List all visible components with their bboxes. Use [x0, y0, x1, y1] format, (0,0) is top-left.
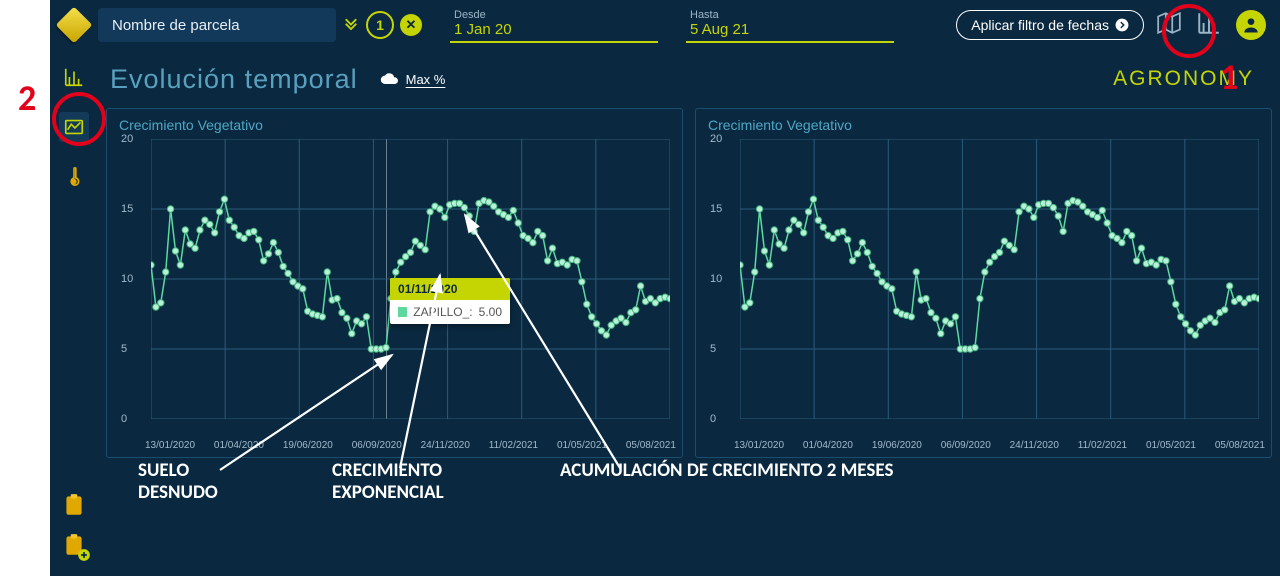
date-from-value: 1 Jan 20: [454, 21, 654, 38]
cloud-icon: [380, 72, 400, 86]
chart-area-left[interactable]: 01/11/2020 ZAPILLO_: 5.00 05101520: [151, 139, 670, 419]
chart-panel-left: Crecimiento Vegetativo 01/11/2020 ZAPILL…: [106, 108, 683, 458]
chart-view-icon[interactable]: [1196, 10, 1222, 41]
chart-area-right[interactable]: 05101520: [740, 139, 1259, 419]
parcel-placeholder: Nombre de parcela: [112, 17, 240, 34]
app-logo[interactable]: [50, 0, 98, 50]
tooltip-series: ZAPILLO_:: [413, 305, 472, 319]
cloud-label: Max %: [406, 72, 446, 87]
apply-label: Aplicar filtro de fechas: [971, 17, 1109, 33]
parcel-selector[interactable]: Nombre de parcela: [98, 8, 336, 42]
page-title: Evolución temporal: [110, 64, 358, 95]
brand-label: AGRONOMY: [1113, 67, 1254, 91]
expand-chevrons-icon[interactable]: [342, 14, 360, 37]
topbar: Nombre de parcela 1 ✕ Desde 1 Jan 20 Has…: [50, 0, 1280, 50]
sidebar-item-thermometer[interactable]: [59, 162, 89, 192]
chart-tooltip: 01/11/2020 ZAPILLO_: 5.00: [390, 278, 510, 324]
tooltip-swatch-icon: [398, 307, 407, 317]
content-area: Evolución temporal Max % AGRONOMY Crecim…: [98, 50, 1280, 576]
parcel-count-badge: 1: [366, 11, 394, 39]
date-from-field[interactable]: Desde 1 Jan 20: [450, 7, 658, 43]
user-avatar-icon[interactable]: [1236, 10, 1266, 40]
x-axis-labels-right: 13/01/202001/04/202019/06/202006/09/2020…: [734, 440, 1265, 451]
sidebar-item-timeline[interactable]: [59, 112, 89, 142]
date-from-label: Desde: [454, 9, 654, 21]
chart-title-right: Crecimiento Vegetativo: [708, 117, 1265, 133]
map-view-icon[interactable]: [1156, 10, 1182, 41]
apply-date-filter-button[interactable]: Aplicar filtro de fechas: [956, 10, 1144, 40]
sidebar-item-stats[interactable]: [59, 62, 89, 92]
x-axis-labels-left: 13/01/202001/04/202019/06/202006/09/2020…: [145, 440, 676, 451]
cloud-filter-toggle[interactable]: Max %: [380, 72, 446, 87]
chart-title-left: Crecimiento Vegetativo: [119, 117, 676, 133]
date-to-field[interactable]: Hasta 5 Aug 21: [686, 7, 894, 43]
annotation-red-number-2: 2: [18, 76, 36, 120]
sidebar: [50, 50, 98, 576]
clear-selection-button[interactable]: ✕: [400, 14, 422, 36]
date-to-value: 5 Aug 21: [690, 21, 890, 38]
tooltip-date: 01/11/2020: [390, 278, 510, 300]
date-to-label: Hasta: [690, 9, 890, 21]
chart-panel-right: Crecimiento Vegetativo 05101520 13/01/20…: [695, 108, 1272, 458]
sidebar-clipboard-add-icon[interactable]: [61, 532, 87, 558]
sidebar-clipboard-icon[interactable]: [61, 492, 87, 518]
tooltip-value: 5.00: [479, 305, 502, 319]
